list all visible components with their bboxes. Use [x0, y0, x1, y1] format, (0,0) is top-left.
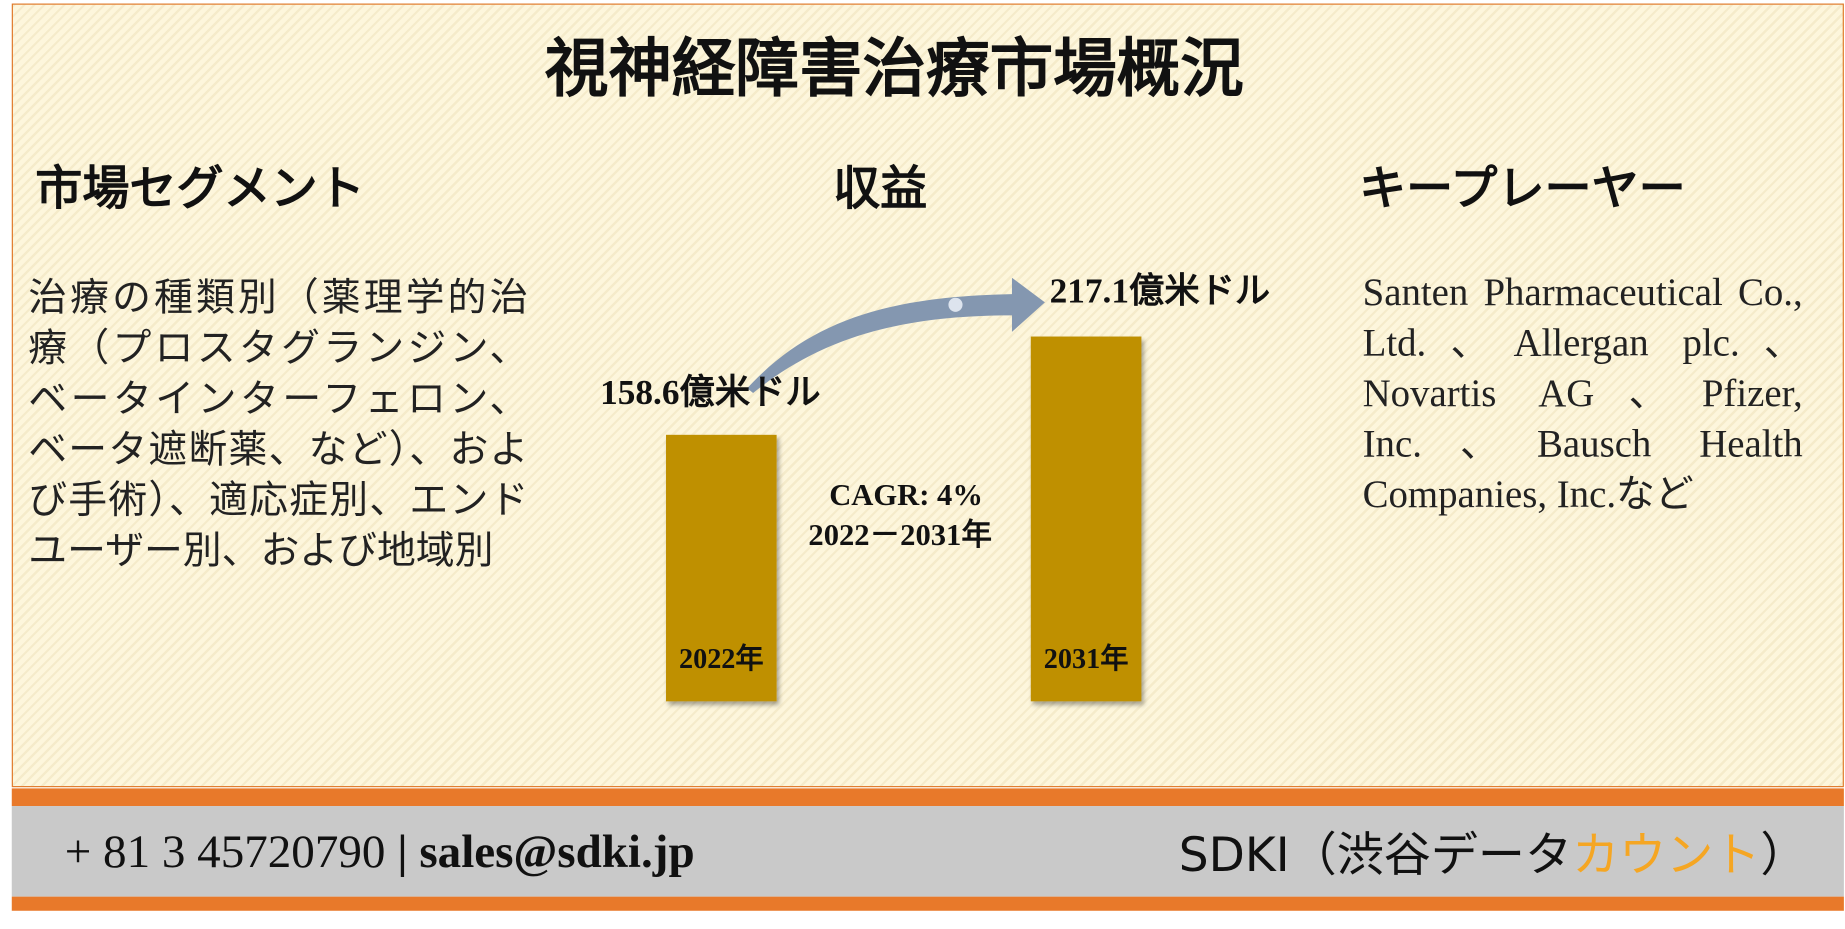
footer-stripe: [11, 896, 1844, 911]
title: 視神経障害治療市場概況: [544, 34, 1244, 105]
footer: [11, 806, 1844, 897]
footer-stripe: [11, 788, 1844, 807]
category-label: 2022年: [679, 642, 764, 675]
brand-end: ）: [1760, 828, 1808, 883]
category-label: 2031年: [1044, 642, 1129, 675]
value-label: 158.6億米ドル: [600, 373, 821, 412]
cagr: CAGR: 4%: [829, 478, 983, 512]
arrow-dot: [948, 297, 963, 312]
panel: [11, 3, 1844, 788]
contact: + 81 3 45720790 | sales@sdki.jp: [65, 824, 695, 879]
bar: [666, 434, 777, 702]
growth-arrow: [747, 277, 1045, 394]
separator: |: [397, 824, 408, 878]
segments-text: 治療の種類別（薬理学的治療（プロスタグランジン、ベータインターフェロン、ベータ遮…: [28, 277, 529, 574]
bar: [1030, 336, 1142, 702]
revenue-heading: 収益: [833, 162, 928, 216]
cagr-period: 2022－2031年: [808, 518, 991, 552]
brand: SDKI（渋谷データカウント）: [1179, 817, 1808, 885]
players-heading: キープレーヤー: [1359, 162, 1686, 216]
players-text: Santen Pharmaceutical Co., Ltd.、Allergan…: [1362, 271, 1803, 517]
phone: + 81 3 45720790: [64, 824, 386, 878]
value-label: 217.1億米ドル: [1050, 271, 1271, 310]
segments-heading: 市場セグメント: [35, 162, 365, 216]
brand-text: SDKI（渋谷データ: [1178, 828, 1573, 883]
email[interactable]: sales@sdki.jp: [419, 824, 695, 878]
brand-accent: カウント: [1572, 828, 1761, 883]
